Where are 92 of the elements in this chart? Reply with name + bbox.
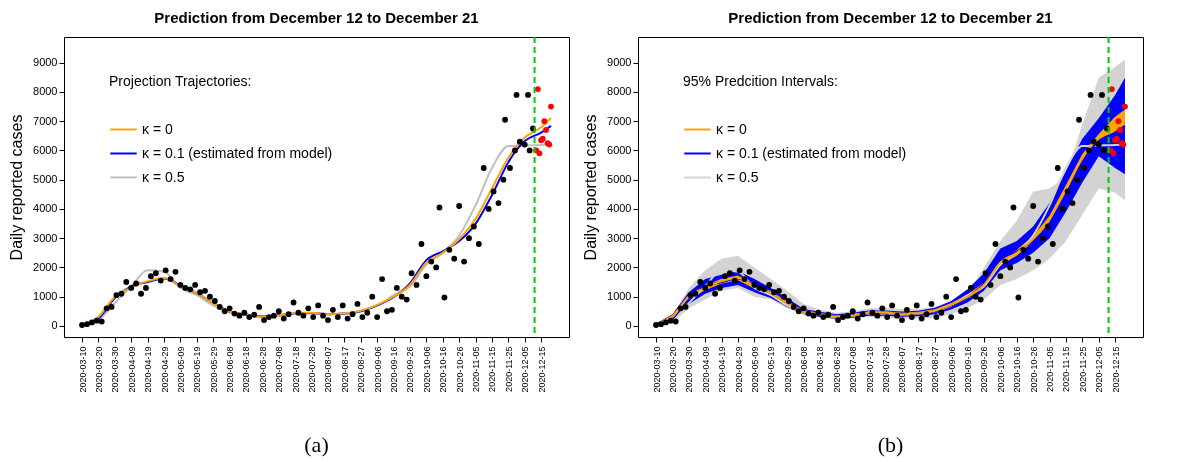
text: (a) <box>304 432 329 457</box>
x-tick-label: 2020-03-10 <box>651 346 662 393</box>
chart-title: Prediction from December 12 to December 21 <box>154 9 479 26</box>
y-tick-label: 9000 <box>607 56 632 69</box>
y-tick-label: 8000 <box>33 85 58 98</box>
y-tick-label: 5000 <box>33 173 58 186</box>
y-tick-label: 2000 <box>33 260 58 273</box>
x-tick-label: 2020-11-15 <box>1061 346 1072 392</box>
y-tick-label: 7000 <box>33 114 58 127</box>
x-tick-label: 2020-05-29 <box>208 346 219 393</box>
y-axis-title: Daily reported cases <box>582 114 600 261</box>
y-tick-label: 0 <box>625 319 632 332</box>
x-tick-label: 2020-06-18 <box>241 346 252 393</box>
x-tick-label: 2020-09-06 <box>372 346 383 393</box>
legend-label: κ = 0.1 (estimated from model) <box>142 144 333 161</box>
x-tick-label: 2020-04-19 <box>717 346 728 393</box>
x-tick-label: 2020-10-06 <box>421 346 432 393</box>
x-tick-label: 2020-10-16 <box>1012 346 1023 393</box>
x-tick-label: 2020-03-30 <box>110 346 121 393</box>
x-tick-label: 2020-07-28 <box>307 346 318 393</box>
legend-label: κ = 0 <box>716 120 747 137</box>
x-tick-label: 2020-04-29 <box>159 346 170 393</box>
x-tick-label: 2020-08-27 <box>356 346 367 393</box>
x-tick-label: 2020-10-26 <box>1028 346 1039 393</box>
x-tick-label: 2020-05-19 <box>766 346 777 393</box>
x-tick-label: 2020-12-15 <box>1110 346 1121 393</box>
y-tick-label: 1000 <box>607 290 632 303</box>
x-tick-label: 2020-05-09 <box>749 346 760 393</box>
y-tick-label: 2000 <box>607 260 632 273</box>
x-tick-label: 2020-06-18 <box>815 346 826 393</box>
x-tick-label: 2020-06-08 <box>799 346 810 393</box>
x-tick-label: 2020-04-29 <box>733 346 744 393</box>
x-tick-label: 2020-12-05 <box>520 346 531 393</box>
x-tick-label: 2020-06-28 <box>831 346 842 393</box>
x-tick-label: 2020-08-17 <box>339 346 350 393</box>
chart-title: Prediction from December 12 to December 21 <box>728 9 1053 26</box>
y-tick-label: 4000 <box>607 202 632 215</box>
x-tick-label: 2020-03-20 <box>93 346 104 393</box>
x-tick-label: 2020-05-09 <box>175 346 186 393</box>
x-tick-label: 2020-09-16 <box>389 346 400 393</box>
y-tick-label: 9000 <box>33 56 58 69</box>
x-tick-label: 2020-07-08 <box>274 346 285 393</box>
x-tick-label: 2020-07-18 <box>864 346 875 393</box>
y-axis-title: Daily reported cases <box>8 114 26 261</box>
x-tick-label: 2020-03-30 <box>684 346 695 393</box>
x-tick-label: 2020-11-25 <box>1077 346 1088 392</box>
x-tick-label: 2020-06-08 <box>225 346 236 393</box>
x-tick-label: 2020-11-05 <box>1045 346 1056 392</box>
x-tick-label: 2020-04-09 <box>700 346 711 393</box>
x-tick-label: 2020-05-19 <box>192 346 203 393</box>
legend-label: κ = 0.1 (estimated from model) <box>716 144 907 161</box>
x-tick-label: 2020-09-26 <box>405 346 416 393</box>
x-tick-label: 2020-12-15 <box>536 346 547 393</box>
y-tick-label: 6000 <box>607 143 632 156</box>
x-tick-label: 2020-05-29 <box>782 346 793 393</box>
y-tick-label: 3000 <box>33 231 58 244</box>
y-tick-label: 6000 <box>33 143 58 156</box>
x-tick-label: 2020-08-17 <box>913 346 924 393</box>
x-tick-label: 2020-10-16 <box>438 346 449 393</box>
legend-title: Projection Trajectories: <box>109 73 252 89</box>
y-tick-label: 5000 <box>607 173 632 186</box>
x-tick-label: 2020-12-05 <box>1094 346 1105 393</box>
x-tick-label: 2020-08-07 <box>897 346 908 393</box>
y-tick-label: 3000 <box>607 231 632 244</box>
x-tick-label: 2020-03-20 <box>667 346 678 393</box>
x-tick-label: 2020-11-05 <box>471 346 482 392</box>
y-tick-label: 4000 <box>33 202 58 215</box>
x-tick-label: 2020-09-06 <box>946 346 957 393</box>
y-tick-label: 8000 <box>607 85 632 98</box>
x-tick-label: 2020-07-18 <box>290 346 301 393</box>
legend-label: κ = 0.5 <box>716 168 759 185</box>
text: (b) <box>877 432 904 457</box>
x-tick-label: 2020-09-26 <box>979 346 990 393</box>
x-tick-label: 2020-11-15 <box>487 346 498 392</box>
x-tick-label: 2020-07-08 <box>848 346 859 393</box>
y-tick-label: 0 <box>51 319 58 332</box>
y-tick-label: 1000 <box>33 290 58 303</box>
x-tick-label: 2020-10-06 <box>995 346 1006 393</box>
x-tick-label: 2020-06-28 <box>257 346 268 393</box>
x-tick-label: 2020-11-25 <box>503 346 514 392</box>
x-tick-label: 2020-07-28 <box>881 346 892 393</box>
x-tick-label: 2020-10-26 <box>454 346 465 393</box>
x-tick-label: 2020-04-09 <box>126 346 137 393</box>
legend-label: κ = 0 <box>142 120 173 137</box>
x-tick-label: 2020-09-16 <box>963 346 974 393</box>
x-tick-label: 2020-03-10 <box>77 346 88 393</box>
y-tick-label: 7000 <box>607 114 632 127</box>
x-tick-label: 2020-04-19 <box>143 346 154 393</box>
legend-title: 95% Predcition Intervals: <box>683 73 838 89</box>
legend-label: κ = 0.5 <box>142 168 185 185</box>
x-tick-label: 2020-08-07 <box>323 346 334 393</box>
x-tick-label: 2020-08-27 <box>930 346 941 393</box>
